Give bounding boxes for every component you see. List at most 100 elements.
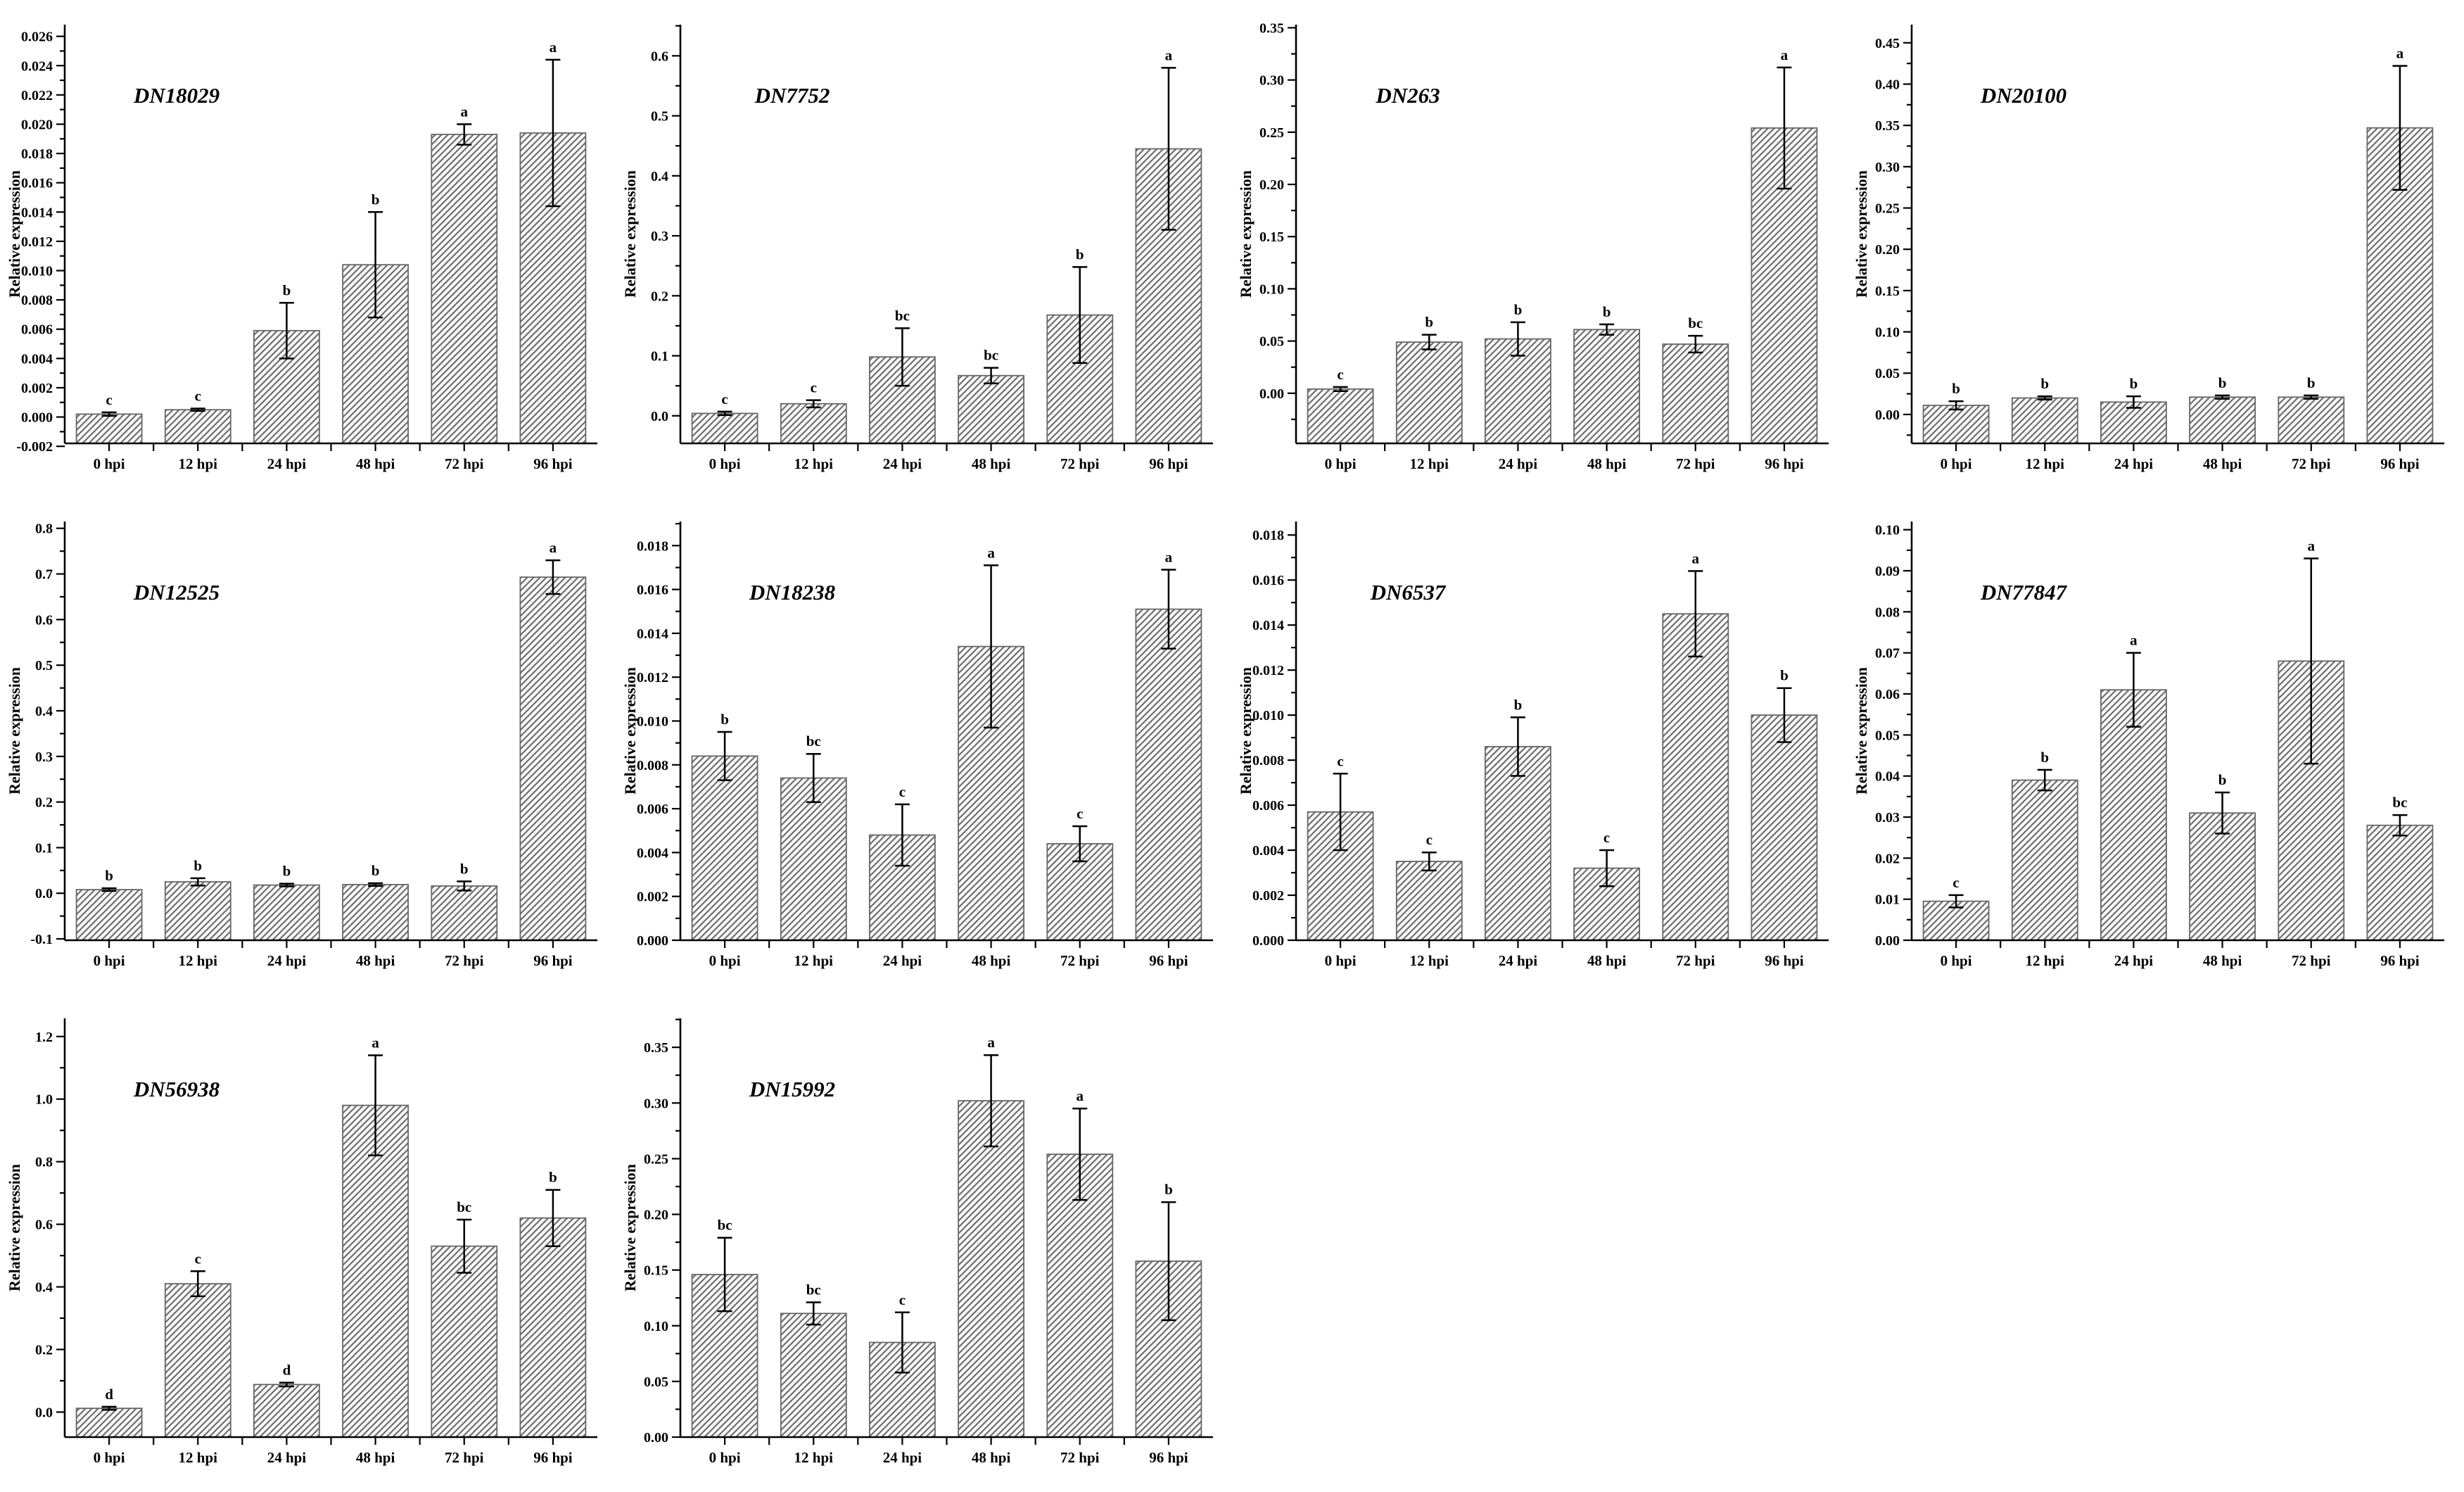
x-tick-label: 0 hpi [94,455,125,472]
bar-12hpi [1395,341,1463,444]
y-tick-label: 0.10 [1875,523,1900,538]
error-bar-0hpi [1948,894,1964,909]
bar-96hpi [1135,608,1202,941]
sig-letter-24hpi: b [2130,375,2138,392]
error-bar-0hpi [1948,400,1964,411]
sig-letter-0hpi: c [106,391,112,408]
bar-0hpi [691,755,758,941]
y-tick-label: 0.0 [651,409,668,424]
x-tick-label: 48 hpi [2203,952,2242,969]
x-tick-label: 72 hpi [2292,952,2331,969]
sig-letter-0hpi: c [1337,752,1343,769]
error-bar-24hpi [279,883,294,887]
x-tick-label: 96 hpi [1765,455,1804,472]
y-ticks [56,35,65,448]
bar-96hpi [519,576,587,941]
chart-DN12525: b b b b b a -0.1 0.0 0.1 0.2 0.3 0.4 0.5 0.6 0.7 0.8 0 h… [6,521,597,969]
x-ticks [1955,443,2401,451]
y-tick-label: 0.016 [21,176,53,191]
y-axis-label: Relative expression [621,1164,639,1291]
chart-title: DN18029 [133,83,220,108]
y-tick-label: 0.002 [1252,888,1284,904]
y-tick-label: 1.2 [35,1030,53,1045]
x-tick-label: 48 hpi [972,455,1011,472]
y-tick-label: 0.2 [35,795,53,811]
bar-0hpi [691,412,758,444]
x-tick-label: 0 hpi [94,952,125,969]
bar-12hpi [164,881,231,941]
sig-letter-48hpi: c [1603,829,1610,846]
error-bar-24hpi [894,803,910,867]
y-tick-label: 0.15 [644,1263,668,1279]
x-tick-label: 48 hpi [356,1449,395,1466]
error-bar-0hpi [101,887,117,892]
sig-letter-72hpi: b [1076,246,1084,263]
y-ticks [56,527,65,940]
error-bar-48hpi [368,882,383,887]
bar-0hpi [1922,405,1990,444]
y-axis-label: Relative expression [621,170,639,298]
sig-letter-48hpi: bc [984,347,998,364]
sig-letter-72hpi: bc [1688,315,1703,331]
bar-0hpi [75,889,143,941]
x-tick-label: 72 hpi [445,455,484,472]
y-tick-label: 0.010 [1252,708,1284,723]
y-tick-label: 0.8 [35,1155,53,1170]
x-tick-label: 0 hpi [709,952,741,969]
sig-letter-48hpi: a [987,544,995,561]
y-tick-label: 0.30 [644,1096,668,1111]
bar-0hpi [75,413,143,444]
y-tick-label: 0.20 [1875,242,1900,258]
error-bar-48hpi [984,564,999,729]
sig-letter-24hpi: a [2130,632,2138,649]
bar-0hpi [1307,388,1374,444]
sig-letter-96hpi: b [1164,1181,1173,1198]
y-tick-label: 0.022 [21,88,53,103]
y-tick-label: 0.006 [21,322,53,338]
y-tick-label: 0.5 [35,658,53,674]
error-bar-12hpi [1421,334,1437,350]
x-tick-label: 48 hpi [972,952,1011,969]
y-axis-label: Relative expression [6,170,23,298]
sig-letter-24hpi: bc [895,307,910,324]
bar-48hpi [2189,396,2256,444]
x-tick-label: 48 hpi [1587,455,1627,472]
sig-letter-96hpi: bc [2392,794,2407,811]
y-tick-label: 0.00 [1259,386,1284,402]
y-tick-label: 0.15 [1259,229,1284,245]
x-tick-label: 72 hpi [1676,455,1715,472]
y-tick-label: 0.018 [637,538,668,554]
chart-cell-DN15992: bc bc c a a b 0.00 0.05 0.10 0.15 0.20 0.25 0.30 0.35… [616,994,1231,1491]
sig-letter-12hpi: bc [806,733,821,750]
y-ticks [56,1035,65,1413]
x-tick-label: 0 hpi [709,1449,741,1466]
y-tick-label: 0.00 [1875,933,1900,949]
error-bar-12hpi [2037,769,2052,792]
y-tick-label: 0.020 [21,117,53,132]
error-bar-48hpi [368,1054,383,1157]
chart-title: DN56938 [133,1077,220,1101]
y-tick-label: 0.006 [637,802,668,817]
chart-DN77847: c b a b a bc 0.00 0.01 0.02 0.03 0.04 0.05 0.06 0.07 0… [1853,521,2444,969]
y-tick-label: 0.004 [637,845,668,861]
y-ticks [1288,27,1296,420]
chart-title: DN15992 [749,1077,835,1101]
y-tick-label: 0.20 [644,1208,668,1223]
chart-title: DN12525 [133,580,220,605]
chart-title: DN7752 [754,83,830,108]
sig-letter-0hpi: c [721,391,728,407]
y-tick-label: 0.30 [1875,160,1900,175]
sig-letter-12hpi: b [2040,749,2049,766]
y-ticks [672,1018,680,1439]
y-tick-label: 0.012 [637,670,668,685]
error-bar-72hpi [2304,557,2319,765]
y-ticks [672,25,680,417]
x-tick-label: 96 hpi [1149,1449,1188,1466]
chart-title: DN18238 [749,580,836,605]
y-tick-label: 0.4 [651,169,668,184]
y-tick-label: 0.004 [21,351,53,367]
bar-12hpi [2011,779,2078,941]
y-tick-label: 0.3 [35,750,53,765]
sig-letter-12hpi: b [193,857,202,874]
y-tick-label: 0.3 [651,229,668,244]
